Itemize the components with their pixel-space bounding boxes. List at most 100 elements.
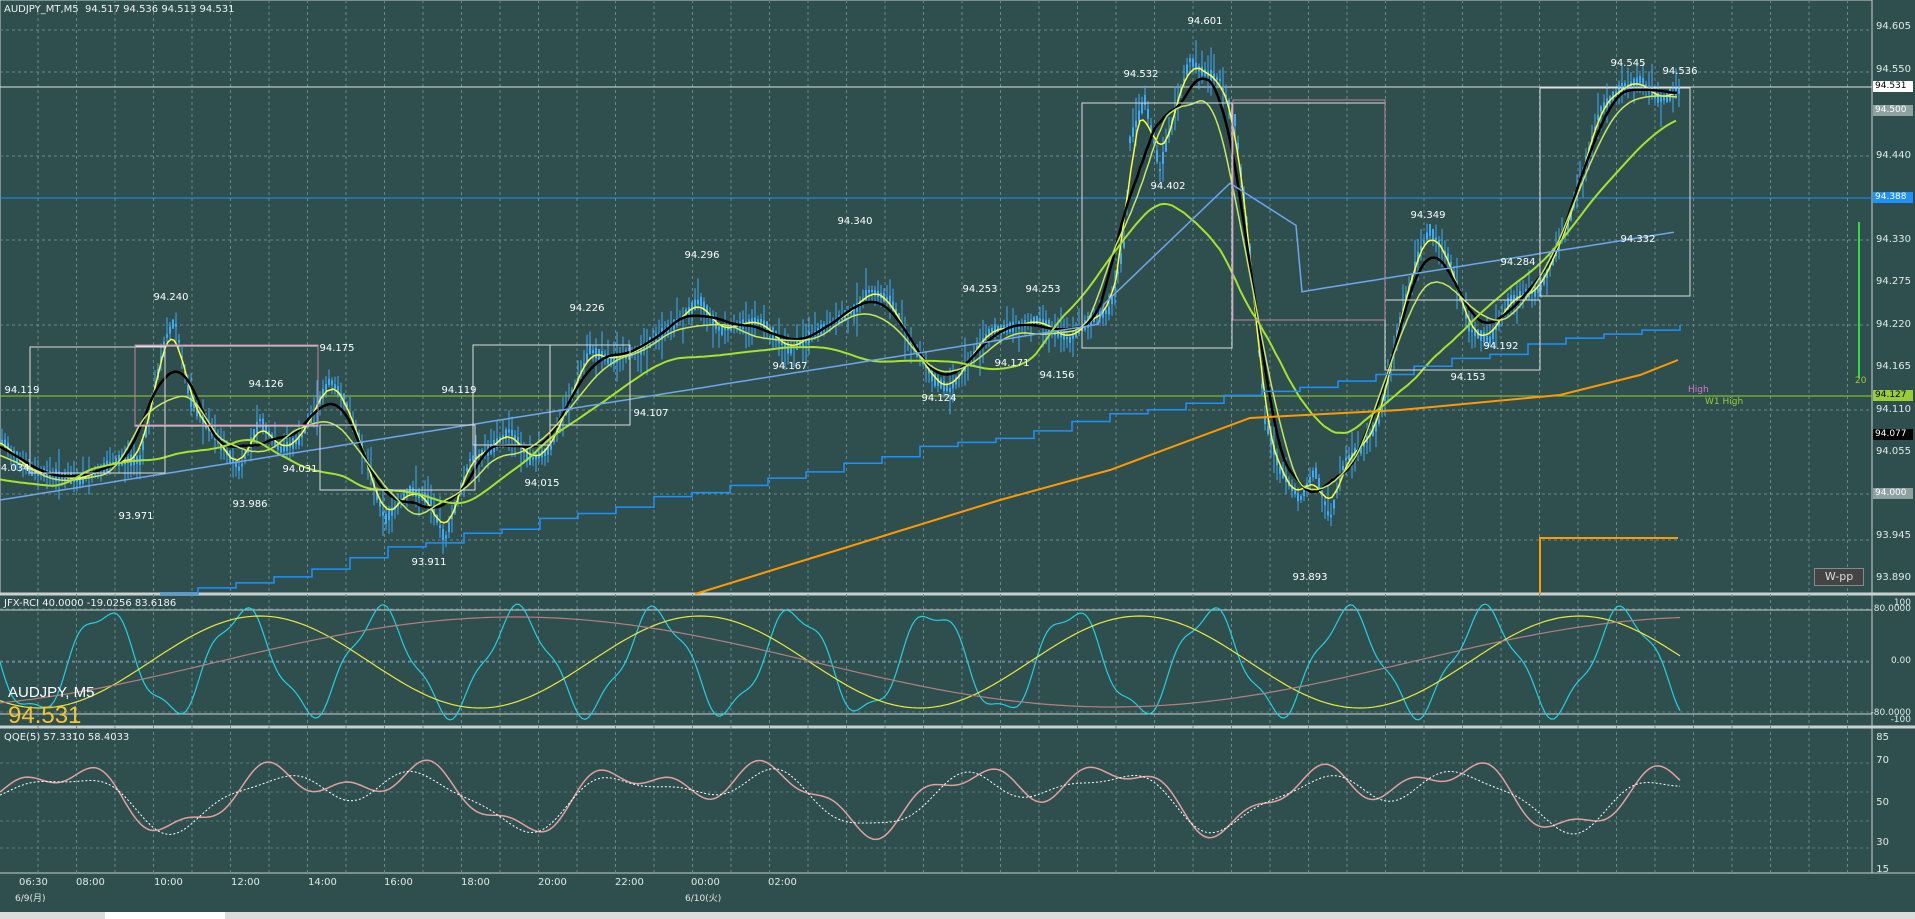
price-mark-label: 94.167 [772, 361, 808, 372]
candle-body [475, 455, 477, 459]
candle-body [451, 516, 453, 520]
w1-high-label: W1 High [1705, 397, 1744, 407]
candle-body [466, 467, 468, 472]
candle-body [526, 449, 528, 462]
candle-body [304, 426, 306, 434]
candle-body [946, 384, 948, 392]
candle-body [1600, 106, 1602, 112]
candle-body [1621, 83, 1623, 95]
time-axis-label: 14:00 [308, 877, 337, 888]
price-mark-label: 94.175 [319, 343, 355, 354]
candle-body [757, 319, 759, 322]
time-axis-label: 22:00 [615, 877, 644, 888]
rci-axis-label: 80.0000 [1873, 604, 1911, 614]
candle-body [724, 327, 726, 331]
high-label: High [1688, 385, 1709, 395]
candle-body [322, 389, 324, 399]
candle-body [1504, 308, 1506, 312]
candle-body [1543, 276, 1545, 285]
candle-body [544, 449, 546, 456]
candle-body [529, 454, 531, 466]
candle-body [1492, 329, 1494, 339]
candle-body [1636, 77, 1638, 86]
price-axis-label: 93.945 [1876, 530, 1911, 541]
candle-body [244, 456, 246, 459]
candle-body [1315, 467, 1317, 479]
candle-body [955, 377, 957, 385]
candle-body [1159, 168, 1161, 172]
candle-body [1156, 150, 1158, 162]
candle-body [1642, 78, 1644, 88]
candle-body [379, 501, 381, 507]
candle-body [166, 334, 168, 338]
candle-body [706, 305, 708, 316]
candle-body [1141, 102, 1143, 114]
date-label: 6/10(火) [685, 894, 722, 904]
candle-body [1111, 297, 1113, 305]
candle-body [934, 374, 936, 386]
candle-body [985, 334, 987, 338]
candle-body [1102, 309, 1104, 318]
candle-body [427, 494, 429, 504]
rci-axis-label: 0.00 [1890, 656, 1911, 666]
candle-body [178, 340, 180, 343]
candle-body [1282, 471, 1284, 478]
time-axis-label: 20:00 [538, 877, 567, 888]
ma-orange-line [694, 359, 1679, 595]
price-mark-label: 93.986 [232, 499, 268, 510]
candle-body [79, 475, 81, 485]
candle-body [1330, 514, 1332, 518]
candle-body [1303, 487, 1305, 497]
candle-body [553, 437, 555, 443]
candle-body [445, 535, 447, 539]
candle-body [1399, 317, 1401, 323]
candle-body [1657, 93, 1659, 103]
candle-body [1072, 335, 1074, 339]
candle-body [1660, 97, 1662, 102]
candle-body [277, 444, 279, 450]
price-axis-label: 93.890 [1876, 572, 1911, 583]
candle-body [280, 446, 282, 453]
candle-body [433, 506, 435, 516]
step-line [160, 324, 1681, 595]
w-pp-button[interactable]: W-pp [1814, 568, 1864, 586]
price-mark-label: 94.332 [1620, 234, 1656, 245]
candle-body [790, 345, 792, 354]
price-axis-label: 94.440 [1876, 150, 1911, 161]
range-box [1384, 299, 1541, 371]
candle-body [1186, 64, 1188, 76]
ma-blue-line [0, 182, 1675, 501]
candle-body [169, 326, 171, 334]
candle-body [232, 459, 234, 462]
candle-body [1645, 84, 1647, 88]
candle-body [274, 439, 276, 446]
candle-body [1129, 136, 1131, 144]
candle-body [385, 513, 387, 524]
candle-body [337, 386, 339, 396]
candle-body [607, 354, 609, 364]
price-axis-label: 94.165 [1876, 361, 1911, 372]
candle-body [1216, 77, 1218, 80]
candle-body [532, 457, 534, 460]
price-mark-label: 94.192 [1483, 341, 1519, 352]
candle-body [412, 487, 414, 496]
range-box [1081, 102, 1233, 349]
candle-body [1417, 251, 1419, 263]
candle-body [1309, 476, 1311, 484]
candle-body [1336, 490, 1338, 494]
candle-body [1324, 501, 1326, 506]
qqe-axis-label: 50 [1876, 797, 1889, 808]
price-mark-label: 94.126 [248, 379, 284, 390]
candle-body [703, 301, 705, 311]
candle-body [1, 439, 3, 445]
candle-body [937, 377, 939, 387]
price-axis-label: 94.110 [1876, 404, 1911, 415]
candle-body [382, 511, 384, 516]
candle-body [340, 393, 342, 397]
price-tag: 94.500 [1873, 105, 1913, 116]
price-mark-label: 94.402 [1150, 181, 1186, 192]
candle-body [1597, 114, 1599, 121]
candle-body [640, 343, 642, 355]
